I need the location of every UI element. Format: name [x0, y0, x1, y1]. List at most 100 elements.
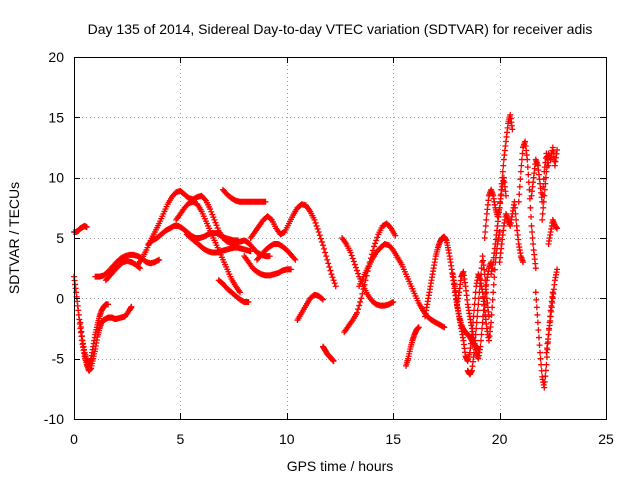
data-point [535, 327, 542, 334]
data-point [481, 271, 488, 278]
data-point [471, 343, 478, 350]
data-point [128, 303, 135, 310]
data-point [542, 180, 549, 187]
data-point [369, 247, 376, 254]
data-point [476, 283, 483, 290]
data-point [490, 281, 497, 288]
data-point [482, 283, 489, 290]
data-point [528, 222, 535, 229]
data-point [262, 198, 269, 205]
data-point [415, 324, 422, 331]
data-point [315, 228, 322, 235]
series-arc-28 [515, 138, 539, 272]
data-point [292, 256, 299, 263]
data-point [349, 255, 356, 262]
data-point [474, 313, 481, 320]
data-point [355, 306, 362, 313]
data-point [516, 183, 523, 190]
data-point [489, 296, 496, 303]
data-point [288, 266, 295, 273]
data-point [529, 235, 536, 241]
y-tick-label: 20 [48, 49, 64, 65]
data-point [356, 302, 363, 309]
data-point [371, 243, 378, 250]
data-point [313, 222, 320, 229]
data-point [534, 319, 541, 326]
data-point [509, 126, 516, 133]
data-point [209, 211, 216, 218]
data-point [355, 270, 362, 277]
series-arc-27 [496, 198, 527, 266]
data-point [332, 283, 339, 290]
y-tick-label: -10 [44, 411, 64, 427]
data-point [502, 192, 509, 199]
data-point [497, 192, 504, 199]
data-point [518, 156, 525, 163]
series-arc-26 [488, 111, 516, 278]
data-point [210, 214, 217, 221]
y-tick-label: 5 [56, 230, 64, 246]
data-point [472, 331, 479, 338]
data-point [476, 289, 483, 296]
y-tick-labels: -10 -5 0 5 10 15 20 [44, 49, 64, 427]
data-point [542, 367, 549, 374]
series-arc-33 [545, 216, 561, 248]
data-point [532, 289, 539, 296]
data-point [480, 313, 487, 320]
series-arc-19 [356, 241, 448, 331]
x-tick-label: 10 [279, 431, 295, 447]
x-axis-label: GPS time / hours [287, 458, 394, 474]
y-tick-label: -5 [52, 351, 65, 367]
data-point [527, 204, 534, 211]
data-point [524, 164, 531, 171]
data-point [267, 215, 274, 222]
data-point [330, 358, 337, 365]
data-point [325, 260, 332, 267]
data-point [208, 208, 215, 215]
x-tick-label: 0 [70, 431, 78, 447]
data-point [319, 296, 326, 303]
data-point [318, 295, 325, 302]
data-point [326, 263, 333, 270]
data-point [512, 210, 519, 217]
data-point [323, 253, 330, 260]
data-point [247, 248, 254, 255]
data-point [537, 349, 544, 356]
series-arc-13 [247, 201, 339, 290]
data-point [540, 204, 547, 211]
series-arc-10 [215, 277, 252, 305]
data-point [471, 349, 478, 356]
data-point [541, 378, 548, 385]
data-point [516, 191, 523, 198]
x-tick-label: 25 [598, 431, 614, 447]
series-arc-17 [339, 235, 397, 309]
data-point [488, 319, 495, 326]
data-point [350, 258, 357, 265]
data-point [475, 295, 482, 302]
data-point [532, 265, 539, 272]
data-point [348, 252, 355, 259]
data-point [358, 295, 365, 302]
data-point [212, 219, 219, 226]
data-point [483, 289, 490, 296]
series-arc-23 [454, 259, 495, 362]
data-point [357, 298, 364, 305]
data-point [479, 325, 486, 332]
data-point [541, 192, 548, 199]
data-point [328, 271, 335, 278]
data-point [537, 355, 544, 362]
data-point [490, 289, 497, 296]
data-point [524, 156, 531, 163]
data-point [499, 168, 506, 175]
data-point [105, 301, 112, 308]
data-point [327, 267, 334, 274]
data-point [392, 232, 399, 239]
data-point [136, 265, 143, 272]
data-point [483, 216, 490, 223]
data-point [330, 277, 337, 284]
data-point [362, 277, 369, 284]
data-point [472, 337, 479, 344]
data-point [498, 186, 505, 193]
data-point [319, 242, 326, 249]
